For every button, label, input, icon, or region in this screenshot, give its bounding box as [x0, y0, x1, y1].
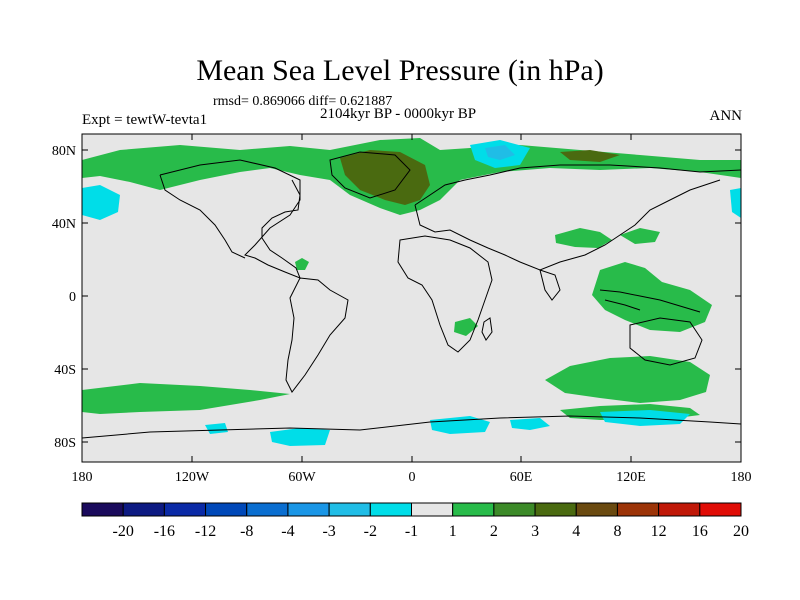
- colorbar-box: [369, 502, 412, 517]
- colorbar-label: 20: [733, 523, 749, 540]
- colorbar-label: -12: [195, 523, 216, 540]
- colorbar-box: [411, 502, 454, 517]
- y-tick-label: 40S: [54, 363, 76, 378]
- x-tick-label: 180: [731, 470, 752, 485]
- coastlines: [81, 151, 742, 439]
- y-tick-label: 80S: [54, 436, 76, 451]
- colorbar-box: [163, 502, 207, 517]
- colorbar-label: 8: [613, 523, 621, 540]
- y-tick-label: 0: [69, 290, 76, 305]
- colorbar-label: 3: [531, 523, 539, 540]
- x-tick-marks: [81, 134, 742, 462]
- x-tick-label: 60W: [288, 470, 316, 485]
- period-text: 2104kyr BP - 0000kyr BP: [320, 106, 477, 122]
- colorbar-box: [328, 502, 371, 517]
- colorbar-labels: -20 -16 -12 -8 -4 -3 -2 -1 1 2 3 4 8 12 16 20: [113, 523, 749, 540]
- colorbar-label: -8: [240, 523, 253, 540]
- colorbar-box: [658, 502, 701, 517]
- colorbar-label: 2: [490, 523, 498, 540]
- x-tick-label: 0: [409, 470, 416, 485]
- colorbar-box: [287, 502, 330, 517]
- colorbar-box: [246, 502, 289, 517]
- colorbar: [81, 502, 742, 517]
- strong-positive-regions: [340, 150, 620, 205]
- colorbar-box: [616, 502, 660, 517]
- x-tick-label: 120E: [616, 470, 646, 485]
- colorbar-label: -1: [405, 523, 418, 540]
- season-label: ANN: [709, 108, 743, 124]
- x-tick-label: 120W: [175, 470, 210, 485]
- colorbar-label: 4: [572, 523, 580, 540]
- colorbar-box: [534, 502, 577, 517]
- x-tick-labels: 180 120W 60W 0 60E 120E 180: [72, 470, 752, 485]
- colorbar-label: 16: [692, 523, 708, 540]
- colorbar-box: [575, 502, 618, 517]
- colorbar-box: [493, 502, 536, 517]
- y-tick-marks: [82, 149, 741, 443]
- colorbar-label: 12: [651, 523, 667, 540]
- colorbar-label: -2: [364, 523, 377, 540]
- stats-text: rmsd= 0.869066 diff= 0.621887: [213, 94, 393, 109]
- map-title: Mean Sea Level Pressure (in hPa): [196, 54, 604, 87]
- colorbar-box: [205, 502, 248, 517]
- colorbar-label: -16: [154, 523, 175, 540]
- experiment-label: Expt = tewtW-tevta1: [82, 112, 208, 128]
- colorbar-label: -3: [322, 523, 335, 540]
- colorbar-box: [699, 502, 742, 517]
- y-tick-labels: 80N 40N 0 40S 80S: [52, 144, 76, 451]
- colorbar-label: -20: [113, 523, 134, 540]
- x-tick-label: 60E: [510, 470, 533, 485]
- colorbar-box: [81, 502, 124, 517]
- colorbar-box: [122, 502, 165, 517]
- colorbar-label: -4: [281, 523, 294, 540]
- colorbar-label: 1: [449, 523, 457, 540]
- y-tick-label: 40N: [52, 217, 76, 232]
- y-tick-label: 80N: [52, 144, 76, 159]
- x-tick-label: 180: [72, 470, 93, 485]
- colorbar-box: [452, 502, 495, 517]
